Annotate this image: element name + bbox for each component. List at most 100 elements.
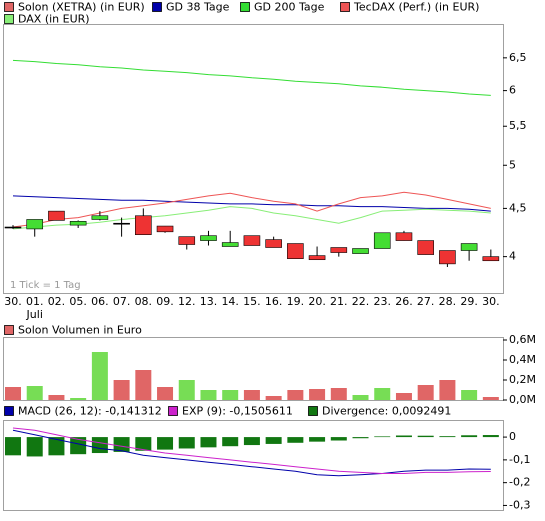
line-series	[12, 195, 491, 212]
legend-swatch	[168, 406, 178, 416]
x-tick-label: 13.	[200, 295, 218, 308]
bar	[374, 388, 391, 400]
legend-label: EXP (9): -0,1505611	[182, 405, 293, 418]
legend-label: GD 38 Tage	[166, 1, 230, 14]
legend-label: TecDAX (Perf.) (in EUR)	[353, 1, 479, 14]
y-tick-label: 6	[509, 84, 516, 97]
bar	[395, 435, 412, 438]
y-tick-label: 0,6M	[509, 333, 536, 346]
bar	[70, 437, 87, 455]
candle-body	[439, 250, 456, 265]
x-tick-label: 20.	[308, 295, 326, 308]
x-tick-label: 19.	[287, 295, 305, 308]
y-tick-label: 0,4M	[509, 353, 536, 366]
line-series	[12, 59, 491, 96]
line-series	[12, 191, 491, 228]
candle-body	[4, 226, 22, 229]
bar	[70, 398, 87, 400]
candle-body	[156, 225, 174, 233]
candle-body	[178, 236, 196, 245]
candle-body	[308, 255, 326, 261]
x-tick-label: 05.	[69, 295, 87, 308]
y-tick-label: -0,3	[509, 498, 530, 511]
y-tick-label: 0	[509, 430, 516, 443]
legend-label: Divergence: 0,0092491	[322, 405, 451, 418]
x-tick-label: 27.	[417, 295, 435, 308]
bar	[26, 437, 43, 457]
candle-body	[373, 232, 391, 249]
bar	[265, 437, 282, 444]
bar	[222, 437, 239, 447]
bar	[222, 390, 239, 400]
bar	[157, 437, 174, 450]
legend-swatch	[240, 2, 250, 12]
bar	[439, 380, 456, 400]
bar	[330, 388, 347, 400]
y-tick-label: 0,2M	[509, 373, 536, 386]
candle-body	[243, 235, 261, 246]
x-tick-label: 15.	[243, 295, 261, 308]
x-tick-label: 07.	[113, 295, 131, 308]
bar	[352, 395, 369, 400]
x-tick-label: 22.	[352, 295, 370, 308]
line-series	[12, 429, 491, 477]
legend-swatch	[308, 406, 318, 416]
candle-body	[113, 222, 130, 225]
x-tick-label: 30.	[4, 295, 22, 308]
x-tick-label: 30.	[482, 295, 500, 308]
y-tick-label: -0,2	[509, 476, 530, 489]
legend-label: GD 200 Tage	[254, 1, 325, 14]
x-tick-label: 21.	[330, 295, 348, 308]
x-tick-label: 26.	[395, 295, 413, 308]
bar	[482, 397, 499, 400]
bar	[461, 390, 478, 400]
legend-swatch	[4, 325, 14, 335]
bar	[135, 370, 152, 400]
legend-swatch	[152, 2, 162, 12]
candle-body	[265, 239, 282, 248]
x-tick-label: 09.	[156, 295, 174, 308]
candle-body	[135, 215, 152, 236]
x-tick-label: 06.	[91, 295, 109, 308]
x-tick-label: 28.	[439, 295, 457, 308]
candle-body	[482, 256, 500, 262]
x-tick-label: 08.	[135, 295, 153, 308]
macd-panel	[3, 420, 504, 511]
bar	[417, 385, 434, 400]
y-tick-label: -0,1	[509, 453, 530, 466]
candle-body	[352, 248, 369, 254]
y-tick-label: 5	[509, 158, 516, 171]
candle-body	[417, 240, 434, 255]
candle-body	[395, 232, 413, 241]
bar	[243, 437, 260, 446]
x-tick-label: 14.	[221, 295, 239, 308]
line-series	[12, 427, 491, 474]
bar	[439, 436, 456, 438]
bar	[309, 389, 326, 400]
candle-body	[48, 210, 65, 221]
legend-swatch	[4, 2, 14, 12]
bar	[91, 352, 108, 400]
candle-body	[221, 242, 239, 247]
y-tick-label: 5,5	[509, 119, 527, 132]
legend-swatch	[4, 406, 14, 416]
x-tick-label: 23.	[373, 295, 391, 308]
bar	[352, 437, 369, 439]
candle-body	[330, 247, 348, 253]
x-tick-label: 02.	[48, 295, 66, 308]
bar	[287, 390, 304, 400]
y-tick-label: 4	[509, 250, 516, 263]
annotation: 1 Tick = 1 Tag	[10, 280, 81, 291]
bar	[287, 437, 304, 443]
candle-body	[26, 219, 44, 230]
bar	[200, 390, 217, 400]
legend-swatch	[340, 2, 350, 12]
month-label: Juli	[26, 308, 43, 321]
bar	[157, 387, 174, 400]
candle-body	[200, 235, 217, 241]
bar	[243, 390, 260, 400]
bar	[113, 437, 130, 452]
bar	[461, 435, 478, 438]
